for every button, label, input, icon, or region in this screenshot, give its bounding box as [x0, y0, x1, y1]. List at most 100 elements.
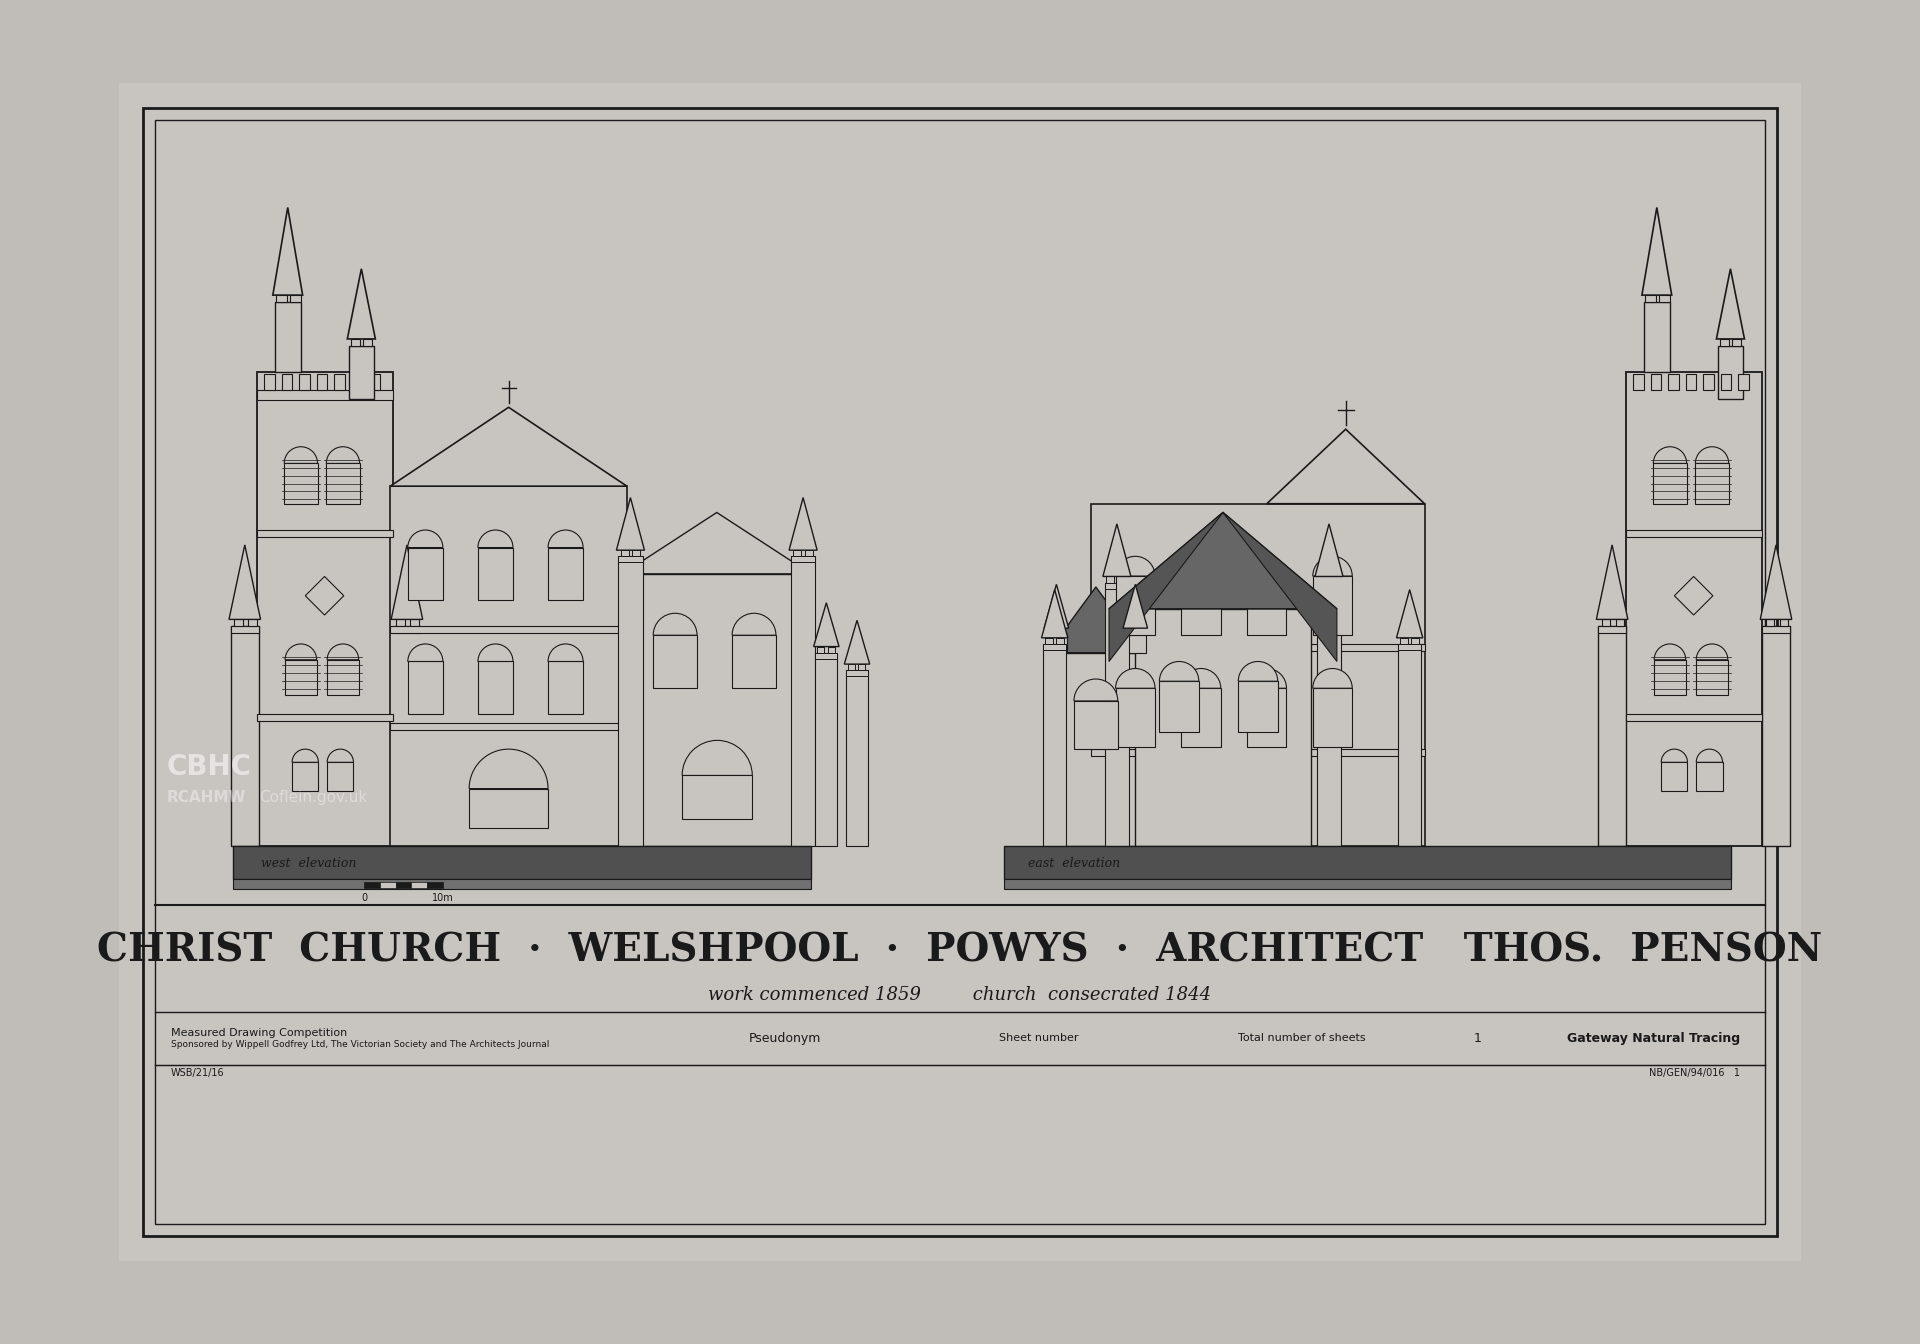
Bar: [1738, 374, 1749, 390]
Bar: [1091, 504, 1425, 845]
Polygon shape: [1642, 207, 1672, 296]
Bar: [1248, 577, 1286, 636]
Bar: [1695, 660, 1728, 695]
Wedge shape: [1181, 556, 1221, 577]
Polygon shape: [1048, 587, 1144, 653]
Bar: [804, 550, 812, 556]
Bar: [828, 646, 835, 653]
Text: Sheet number: Sheet number: [998, 1034, 1079, 1043]
Polygon shape: [1761, 544, 1791, 620]
Wedge shape: [284, 446, 317, 464]
Bar: [365, 883, 380, 888]
Bar: [394, 626, 420, 633]
Text: Total number of sheets: Total number of sheets: [1238, 1034, 1365, 1043]
Bar: [1720, 339, 1728, 345]
Bar: [1615, 620, 1624, 626]
Polygon shape: [390, 407, 628, 487]
Bar: [1766, 620, 1774, 626]
Bar: [1597, 626, 1626, 845]
Polygon shape: [273, 207, 303, 296]
Bar: [816, 653, 837, 659]
Bar: [1601, 620, 1611, 626]
Wedge shape: [407, 644, 444, 661]
Bar: [257, 530, 394, 538]
Bar: [1597, 626, 1626, 633]
Bar: [1091, 749, 1425, 757]
Polygon shape: [845, 621, 870, 664]
Bar: [1048, 653, 1144, 845]
Bar: [257, 390, 394, 401]
Bar: [390, 723, 628, 730]
Bar: [1398, 644, 1421, 650]
Bar: [1137, 628, 1142, 636]
Bar: [1181, 577, 1221, 636]
Bar: [791, 556, 816, 562]
Bar: [257, 372, 394, 845]
Bar: [1106, 577, 1114, 582]
Bar: [1626, 372, 1763, 845]
Bar: [1073, 702, 1117, 749]
Bar: [317, 374, 326, 390]
Bar: [1117, 577, 1125, 582]
Bar: [1238, 681, 1277, 731]
Bar: [1046, 636, 1068, 653]
Bar: [1058, 628, 1064, 636]
Bar: [1048, 628, 1054, 636]
Bar: [1720, 374, 1732, 390]
Wedge shape: [1655, 644, 1686, 660]
Bar: [618, 556, 643, 562]
Bar: [407, 547, 444, 601]
Bar: [230, 626, 259, 845]
Bar: [478, 547, 513, 601]
Bar: [682, 775, 753, 820]
Bar: [396, 620, 405, 626]
Wedge shape: [1160, 661, 1198, 681]
Bar: [351, 339, 359, 345]
Wedge shape: [1073, 679, 1117, 702]
Bar: [1398, 644, 1421, 845]
Bar: [1668, 374, 1678, 390]
Text: work commenced 1859         church  consecrated 1844: work commenced 1859 church consecrated 1…: [708, 985, 1212, 1004]
Bar: [334, 374, 346, 390]
Bar: [411, 883, 426, 888]
Bar: [290, 296, 301, 302]
Polygon shape: [1674, 577, 1713, 616]
Bar: [1116, 577, 1156, 636]
Polygon shape: [305, 577, 344, 616]
Polygon shape: [1716, 269, 1745, 339]
Bar: [732, 636, 776, 688]
Wedge shape: [547, 644, 584, 661]
Wedge shape: [653, 613, 697, 636]
Text: 10m: 10m: [432, 892, 453, 903]
Bar: [1248, 688, 1286, 747]
Wedge shape: [292, 749, 319, 762]
Text: east  elevation: east elevation: [1029, 857, 1121, 871]
Bar: [1732, 339, 1741, 345]
Text: Measured Drawing Competition: Measured Drawing Competition: [171, 1028, 348, 1038]
Bar: [1651, 374, 1661, 390]
Bar: [1317, 582, 1342, 845]
Wedge shape: [1313, 556, 1352, 577]
Bar: [276, 296, 286, 302]
Bar: [1004, 879, 1732, 890]
Bar: [1626, 714, 1763, 722]
Bar: [1634, 374, 1644, 390]
Bar: [1686, 374, 1695, 390]
Polygon shape: [1044, 585, 1069, 628]
Wedge shape: [547, 530, 584, 547]
Bar: [300, 374, 309, 390]
Bar: [1181, 688, 1221, 747]
Polygon shape: [1596, 544, 1628, 620]
Bar: [390, 626, 628, 633]
Bar: [632, 550, 639, 556]
Wedge shape: [1116, 668, 1156, 688]
Bar: [284, 660, 317, 695]
Bar: [1763, 626, 1789, 845]
Bar: [1695, 762, 1722, 792]
Bar: [232, 879, 810, 890]
Polygon shape: [1102, 524, 1131, 577]
Wedge shape: [1248, 556, 1286, 577]
Polygon shape: [622, 512, 810, 574]
Bar: [847, 671, 868, 845]
Bar: [411, 620, 419, 626]
